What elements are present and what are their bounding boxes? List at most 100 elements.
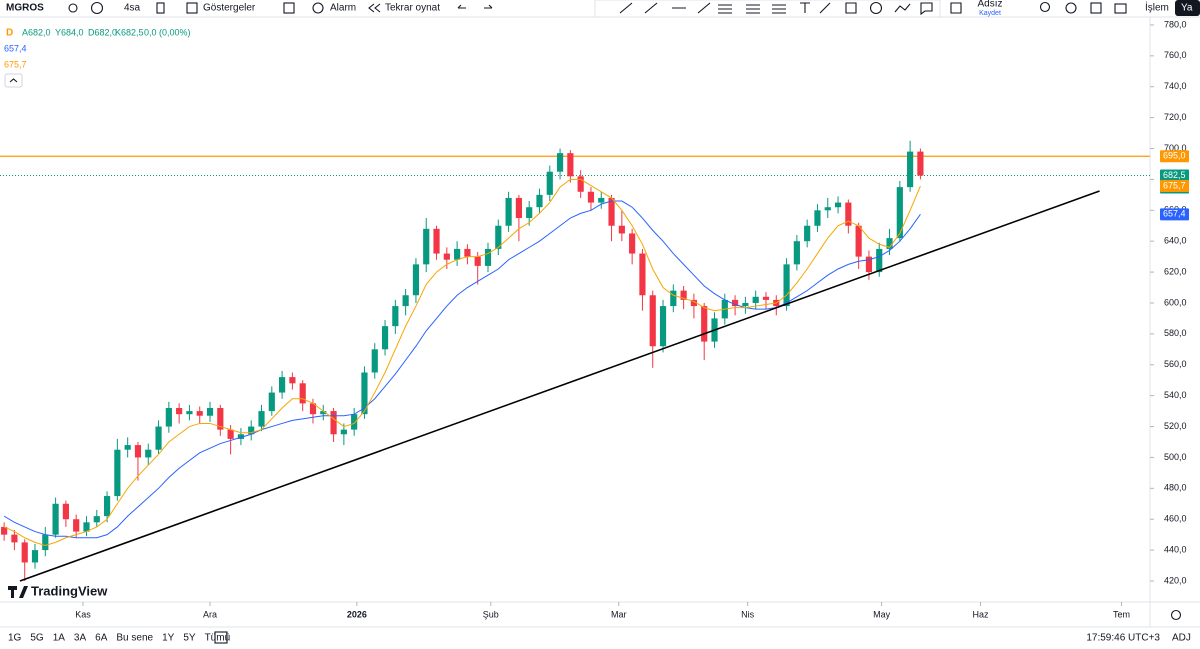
range-button[interactable]: 1G (8, 633, 22, 644)
candle-body (484, 248, 492, 266)
candle-body (289, 377, 296, 384)
y-tick-label: 520,0 (1164, 421, 1187, 431)
candle-body (145, 449, 152, 458)
undo[interactable] (457, 4, 466, 9)
candle-body (845, 202, 852, 226)
candle-body (876, 248, 883, 273)
candle-body (659, 306, 667, 347)
legend-collapse[interactable] (4, 73, 23, 88)
candle-body (536, 194, 543, 208)
candle-body (258, 411, 265, 427)
interval[interactable]: 4sa (124, 3, 141, 14)
legend-ma-blue: 657,4 (4, 43, 27, 53)
range-button[interactable]: 5G (30, 633, 44, 644)
y-tick-label: 600,0 (1164, 297, 1187, 307)
templates[interactable] (283, 2, 295, 14)
candle-body (639, 253, 646, 296)
y-tick-label: 580,0 (1164, 328, 1187, 338)
collapse-icon (9, 78, 18, 83)
candle-body (690, 299, 698, 307)
candle-body (103, 496, 111, 517)
time-axis-settings[interactable] (1170, 609, 1182, 621)
candle-body (752, 296, 759, 303)
candle-body (865, 256, 873, 273)
redo[interactable] (484, 4, 493, 9)
candle-body (330, 411, 337, 435)
candle-body (227, 429, 234, 439)
trade[interactable]: İşlem (1145, 1, 1169, 14)
candle-body (598, 197, 605, 203)
candle-body (526, 207, 533, 219)
candle-body (371, 349, 378, 373)
candle-body (608, 197, 615, 226)
candle-body (186, 411, 193, 415)
settings[interactable] (1065, 2, 1077, 14)
range-button[interactable]: 1Y (162, 633, 175, 644)
tool-icons[interactable] (619, 2, 962, 16)
candle-body (134, 445, 142, 458)
candle-body (629, 233, 636, 254)
candle-body (402, 295, 409, 307)
fullscreen[interactable] (1090, 2, 1102, 14)
tool-circle[interactable] (869, 1, 883, 15)
x-tick-label: Mar (611, 609, 627, 619)
snapshot[interactable] (1114, 3, 1127, 14)
candle-body (268, 392, 275, 412)
price-tag-label: 682,5 (1163, 170, 1186, 180)
candle-body (433, 228, 440, 254)
compare-button[interactable] (90, 1, 104, 15)
y-tick-label: 760,0 (1164, 50, 1187, 60)
candle-body (464, 248, 471, 257)
legend-high: Y684,0 (55, 27, 84, 37)
y-tick-label: 540,0 (1164, 390, 1187, 400)
range-button[interactable]: 5Y (183, 633, 196, 644)
candle-body (834, 202, 842, 208)
candle-body (11, 534, 18, 543)
candle-body (114, 449, 121, 497)
x-tick-label: May (873, 609, 891, 619)
indicators-icon[interactable] (186, 2, 198, 14)
candle-body (742, 302, 749, 307)
layout-name[interactable]: Adsız (977, 0, 1002, 10)
candle-body (248, 426, 255, 435)
range-button[interactable]: Bu sene (116, 633, 153, 644)
symbol[interactable]: MGROS (6, 3, 44, 14)
range-button[interactable]: 6A (95, 633, 108, 644)
y-tick-label: 640,0 (1164, 236, 1187, 246)
legend-low: D682,0 (88, 27, 117, 37)
search[interactable] (1039, 1, 1051, 13)
candle-body (124, 445, 131, 450)
replay[interactable]: Tekrar oynat (385, 3, 440, 14)
candle-body (412, 264, 420, 296)
date-range-icon[interactable] (214, 631, 228, 644)
symbol-menu[interactable] (68, 3, 78, 13)
watermark: TradingView (31, 583, 108, 598)
publish[interactable]: Ya (1181, 3, 1193, 14)
indicators[interactable]: Göstergeler (203, 3, 256, 14)
alert-icon[interactable] (312, 2, 324, 14)
x-tick-label: Ara (203, 609, 217, 619)
range-button[interactable]: Tümü (205, 633, 231, 644)
y-tick-label: 620,0 (1164, 266, 1187, 276)
adj-toggle[interactable]: ADJ (1172, 633, 1191, 644)
price-tag-label: 657,4 (1163, 209, 1186, 219)
candle-body (320, 411, 327, 415)
range-button[interactable]: 1A (53, 633, 66, 644)
candle-body (505, 197, 512, 226)
candle-body (165, 408, 172, 427)
chart-type[interactable] (156, 2, 165, 14)
y-tick-label: 720,0 (1164, 112, 1187, 122)
price-tag-label: 695,0 (1163, 151, 1186, 161)
candle-body (21, 542, 28, 563)
candle-body (176, 408, 183, 415)
layout-status[interactable]: Kaydet (979, 10, 1001, 17)
alert[interactable]: Alarm (330, 3, 356, 14)
replay-icon[interactable] (368, 3, 381, 13)
publish-button[interactable] (1175, 0, 1200, 16)
candle-body (824, 207, 831, 211)
candle-body (793, 241, 800, 265)
candle-body (670, 290, 677, 307)
range-button[interactable]: 3A (74, 633, 87, 644)
